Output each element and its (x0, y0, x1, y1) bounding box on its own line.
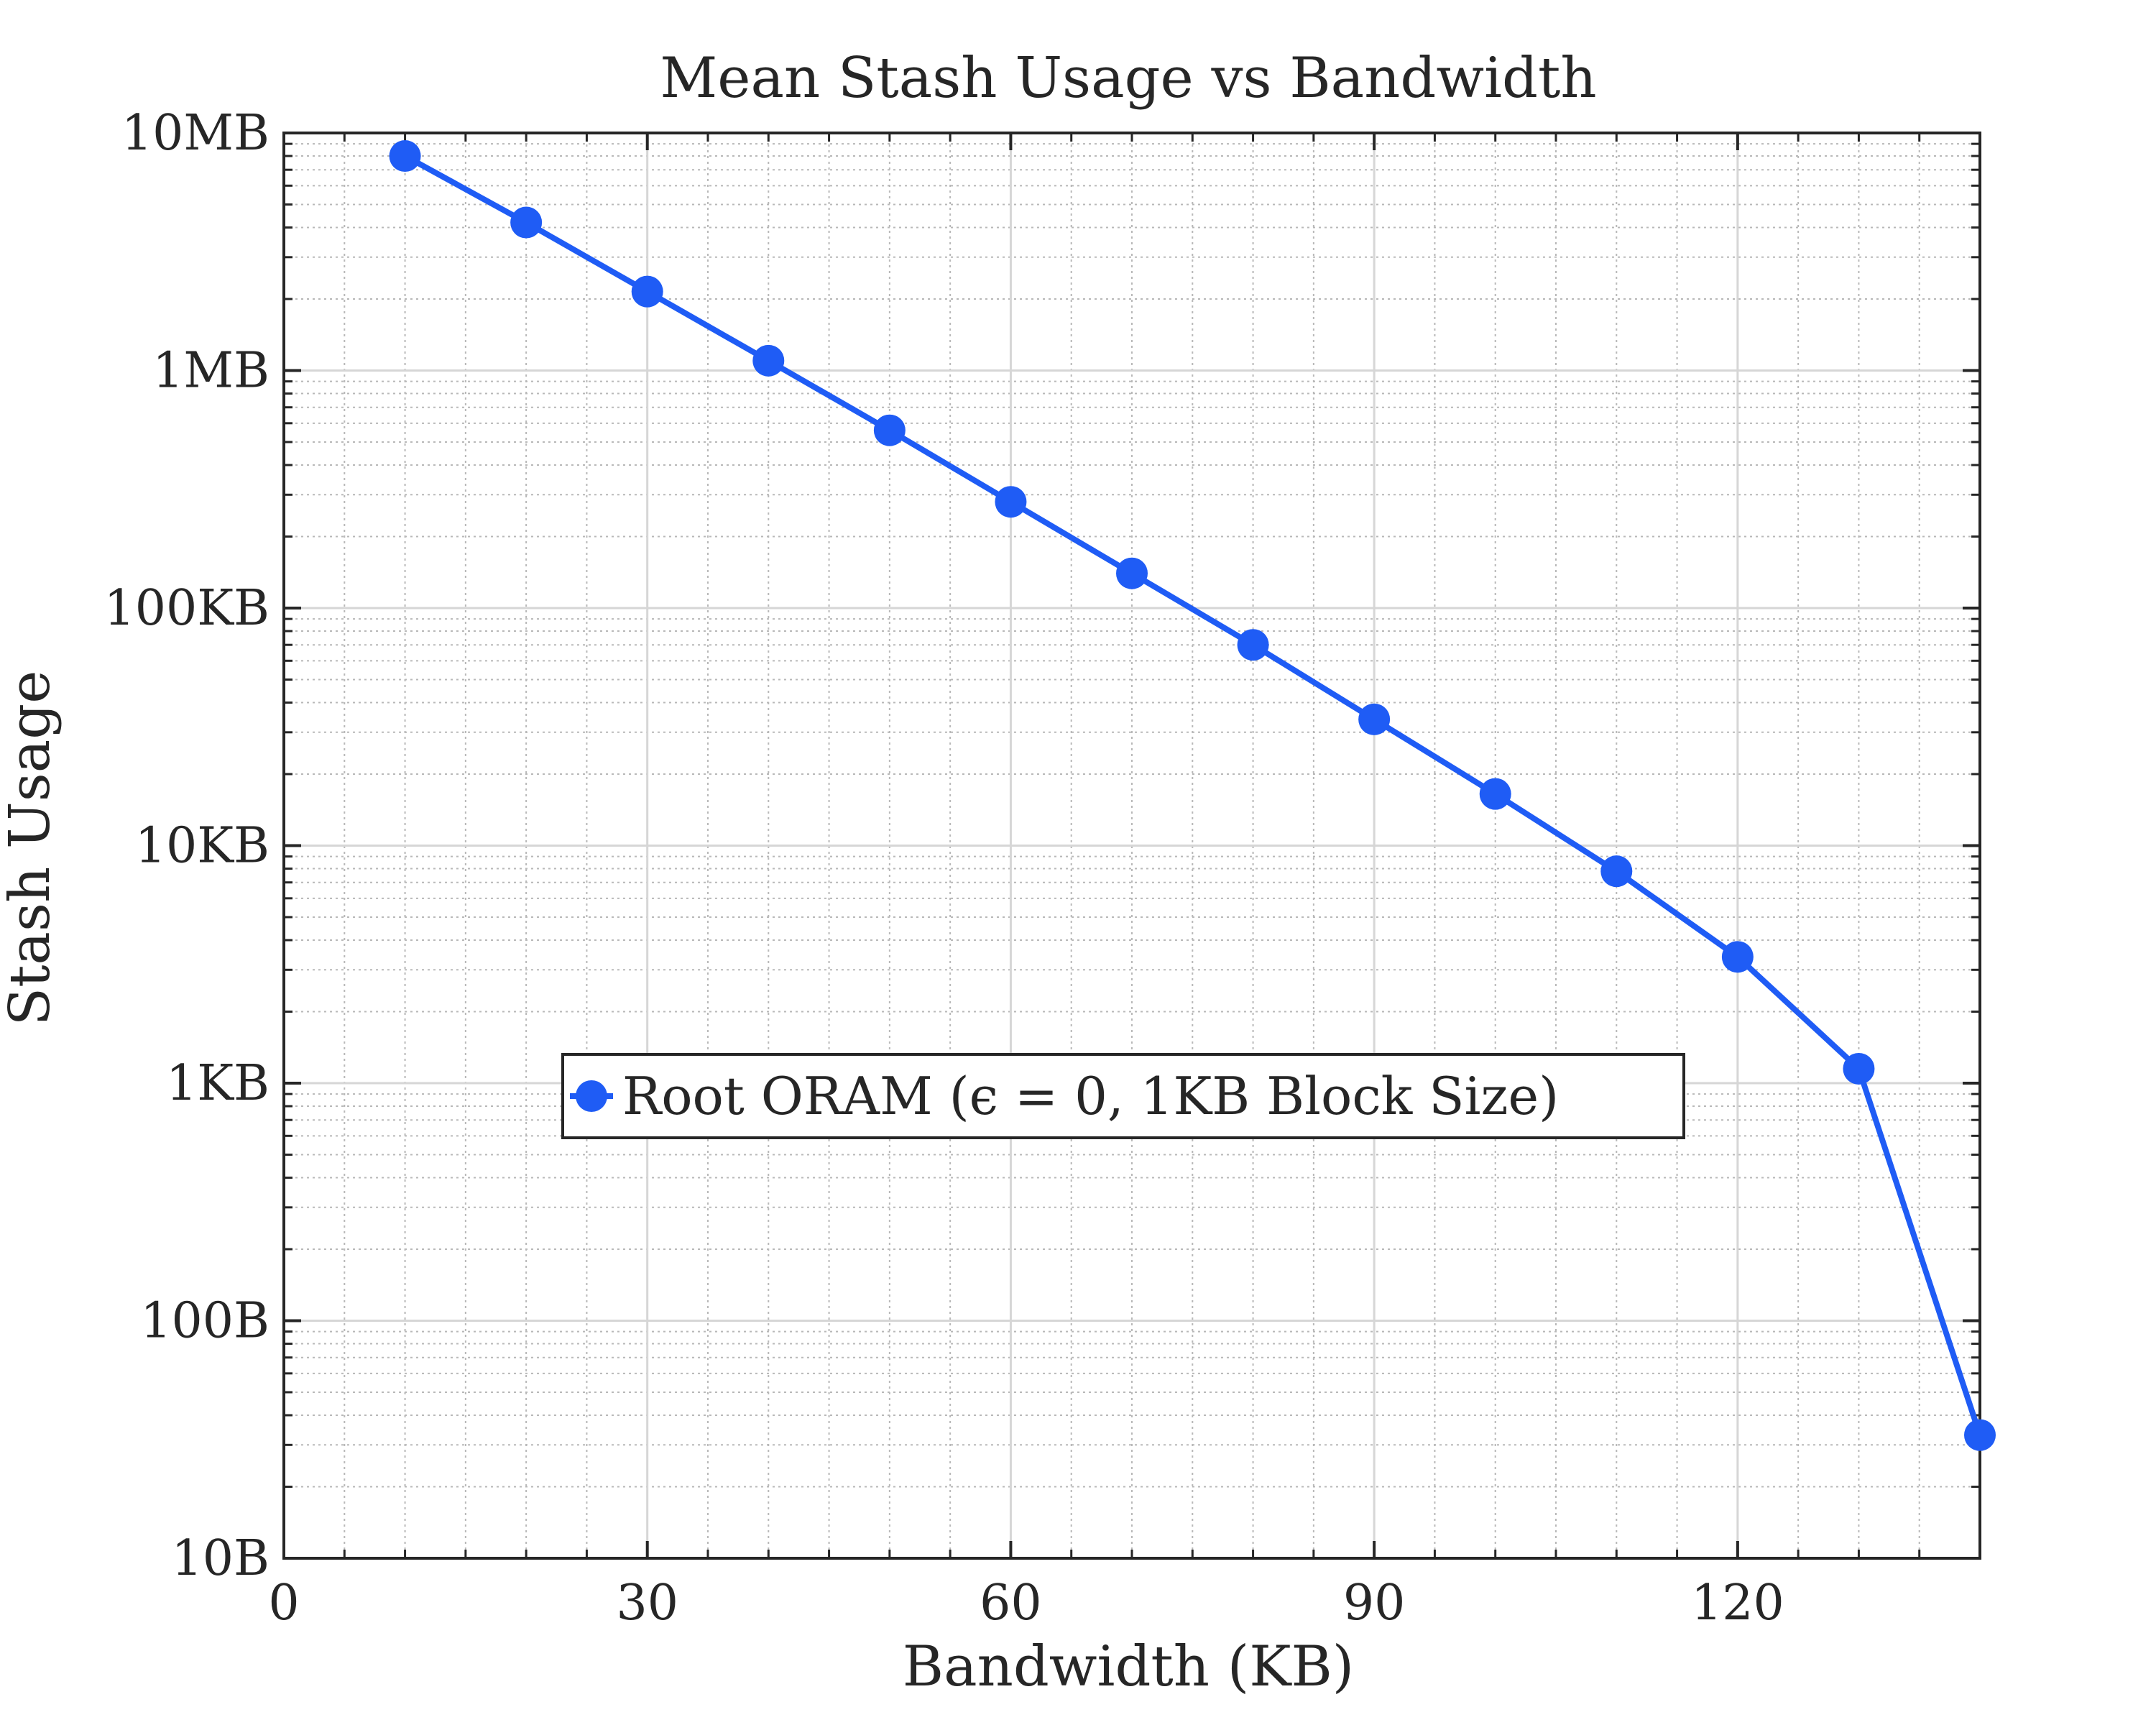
data-point (1964, 1419, 1996, 1451)
data-point (1116, 557, 1148, 589)
x-tick-label: 60 (980, 1575, 1042, 1632)
y-tick-label: 100KB (103, 580, 270, 637)
x-tick-label: 30 (616, 1575, 678, 1632)
data-point (1358, 703, 1391, 735)
axes-box (282, 132, 1981, 1560)
y-tick-label: 100B (140, 1293, 270, 1350)
data-point (389, 140, 421, 172)
x-tick-label: 120 (1691, 1575, 1784, 1632)
y-tick-label: 10MB (121, 105, 270, 162)
series-line-0 (403, 153, 1983, 1436)
y-tick-label: 1KB (166, 1055, 270, 1112)
legend: Root ORAM (ϵ = 0, 1KB Block Size) (561, 1053, 1685, 1139)
x-tick-label: 0 (268, 1575, 299, 1632)
data-point (995, 486, 1027, 518)
y-tick-labels: 10B 100B 1KB 10KB 100KB 1MB 10MB (103, 105, 270, 1587)
data-point (1843, 1052, 1875, 1085)
chart-title: Mean Stash Usage vs Bandwidth (660, 46, 1596, 111)
legend-box (561, 1053, 1685, 1139)
y-axis-label: Stash Usage (0, 671, 63, 1026)
series-layer (389, 140, 1996, 1451)
y-tick-label: 1MB (152, 343, 270, 400)
data-point (1600, 855, 1633, 888)
data-point (752, 344, 785, 377)
data-point (510, 206, 543, 239)
x-tick-label: 90 (1343, 1575, 1406, 1632)
data-point (873, 414, 906, 446)
legend-label: Root ORAM (ϵ = 0, 1KB Block Size) (622, 1066, 1559, 1126)
data-point (1237, 629, 1269, 661)
x-tick-labels: 0 30 60 90 120 (268, 1575, 1784, 1632)
x-axis-label: Bandwidth (KB) (903, 1634, 1354, 1699)
data-point (1479, 778, 1511, 810)
y-tick-label: 10B (172, 1530, 270, 1587)
legend-marker-swatch (576, 1080, 607, 1112)
y-tick-label: 10KB (135, 818, 270, 875)
data-point (631, 275, 663, 308)
data-point (1721, 941, 1754, 973)
